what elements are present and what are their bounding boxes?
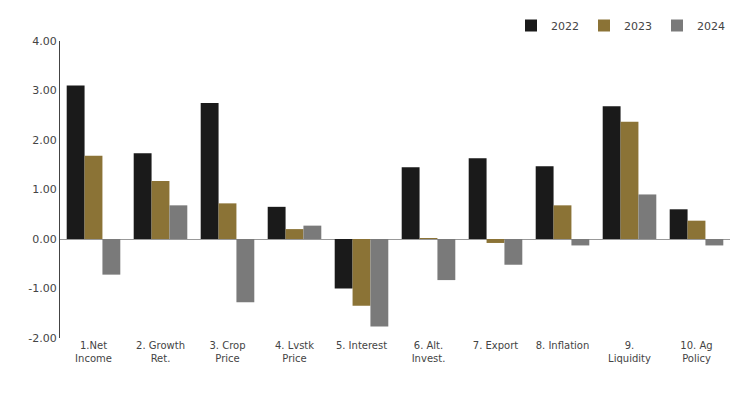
svg-text:4.00: 4.00	[32, 35, 57, 48]
svg-text:-2.00: -2.00	[28, 332, 56, 345]
svg-text:5. Interest: 5. Interest	[336, 340, 387, 351]
svg-text:10. AgPolicy: 10. AgPolicy	[680, 340, 712, 364]
svg-text:9.Liquidity: 9.Liquidity	[608, 340, 651, 364]
svg-text:4. LvstkPrice: 4. LvstkPrice	[275, 340, 314, 364]
svg-text:2.00: 2.00	[32, 134, 57, 147]
svg-text:2022: 2022	[551, 20, 579, 33]
svg-text:2. GrowthRet.: 2. GrowthRet.	[136, 340, 185, 364]
svg-text:1.00: 1.00	[32, 183, 57, 196]
svg-text:1.NetIncome: 1.NetIncome	[75, 340, 112, 364]
svg-text:2024: 2024	[697, 20, 725, 33]
svg-text:-1.00: -1.00	[28, 282, 56, 295]
svg-text:8. Inflation: 8. Inflation	[536, 340, 590, 351]
svg-text:6. Alt.Invest.: 6. Alt.Invest.	[412, 340, 446, 364]
svg-text:3. CropPrice: 3. CropPrice	[209, 340, 245, 364]
svg-text:2023: 2023	[624, 20, 652, 33]
svg-text:7. Export: 7. Export	[473, 340, 519, 351]
svg-text:3.00: 3.00	[32, 84, 57, 97]
svg-text:0.00: 0.00	[32, 233, 57, 246]
